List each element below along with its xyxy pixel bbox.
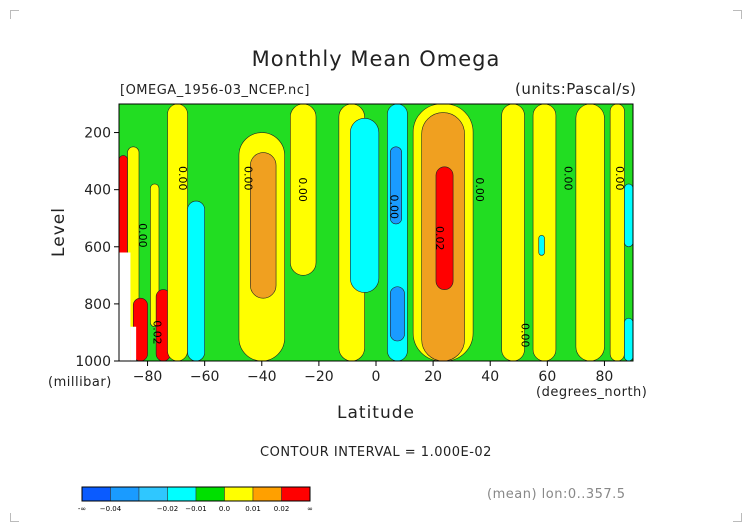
below-ground-mask-2 xyxy=(130,326,137,361)
x-tick-label-8: 80 xyxy=(596,369,614,385)
contour-label-7: 0.02 xyxy=(150,320,163,345)
crop-mark-top-left xyxy=(10,10,19,19)
colorbar-frame xyxy=(81,486,311,502)
colorbar-tick-label-2: −0.01 xyxy=(185,505,206,513)
chart-title: Monthly Mean Omega xyxy=(251,47,501,71)
colorbar-swatch-7 xyxy=(281,486,311,502)
x-tick-label-7: 60 xyxy=(538,369,556,385)
colorbar-swatch-6 xyxy=(252,486,282,502)
y-tick-label-4: 1000 xyxy=(75,354,111,370)
colorbar-swatch-0 xyxy=(81,486,111,502)
contour-band-17 xyxy=(435,166,454,290)
contour-band-8 xyxy=(250,152,277,299)
contour-band-23 xyxy=(624,183,634,248)
contour-band-24 xyxy=(624,317,634,362)
below-ground-mask xyxy=(119,252,131,361)
crop-mark-bottom-right xyxy=(733,513,742,522)
colorbar-max-label: ∞ xyxy=(307,505,313,513)
contour-label-4: 0.00 xyxy=(387,195,400,220)
colorbar-tick-label-3: 0.0 xyxy=(219,505,230,513)
colorbar-min-label: -∞ xyxy=(78,505,86,513)
contour-label-8: 0.00 xyxy=(519,323,532,348)
colorbar-swatch-5 xyxy=(224,486,254,502)
contour-label-0: 0.00 xyxy=(136,223,149,248)
contour-label-1: 0.00 xyxy=(176,166,189,191)
x-tick-label-1: −60 xyxy=(190,369,220,385)
contour-label-3: 0.00 xyxy=(296,177,309,202)
contour-band-13 xyxy=(389,146,402,225)
contour-band-14 xyxy=(389,286,405,342)
contour-band-11 xyxy=(349,117,380,293)
colorbar-swatch-3 xyxy=(167,486,197,502)
x-axis-unit-label: (degrees_north) xyxy=(536,385,648,400)
contour-band-3 xyxy=(150,183,160,328)
contour-label-2: 0.00 xyxy=(242,166,255,191)
crop-mark-top-right xyxy=(733,10,742,19)
contour-band-21 xyxy=(575,103,605,362)
x-tick-label-5: 20 xyxy=(424,369,442,385)
x-tick-label-3: −20 xyxy=(304,369,334,385)
colorbar-swatch-1 xyxy=(110,486,140,502)
contour-band-19 xyxy=(532,103,557,362)
file-label: [OMEGA_1956-03_NCEP.nc] xyxy=(120,83,310,98)
crop-mark-bottom-left xyxy=(10,513,19,522)
colorbar-tick-label-4: 0.01 xyxy=(245,505,261,513)
y-tick-label-3: 800 xyxy=(84,297,111,313)
x-tick-label-6: 40 xyxy=(481,369,499,385)
y-tick-label-1: 400 xyxy=(84,183,111,199)
units-label: (units:Pascal/s) xyxy=(515,80,637,98)
y-tick-label-0: 200 xyxy=(84,126,111,142)
x-axis-label: Latitude xyxy=(337,403,415,423)
x-tick-label-4: 0 xyxy=(372,369,381,385)
colorbar-swatch-4 xyxy=(195,486,225,502)
contour-label-10: 0.00 xyxy=(613,166,626,191)
x-tick-label-0: −80 xyxy=(133,369,163,385)
colorbar-tick-label-5: 0.02 xyxy=(274,505,290,513)
contour-label-9: 0.00 xyxy=(561,166,574,191)
x-tick-label-2: −40 xyxy=(247,369,277,385)
colorbar-tick-label-1: −0.02 xyxy=(157,505,178,513)
contour-band-6 xyxy=(187,200,205,362)
mean-label: (mean) lon:0..357.5 xyxy=(487,487,626,502)
y-tick-label-2: 600 xyxy=(84,240,111,256)
contour-band-5 xyxy=(167,103,188,362)
contour-label-6: 0.02 xyxy=(433,226,446,251)
y-axis-unit-label: (millibar) xyxy=(48,375,112,390)
contour-band-20 xyxy=(538,235,545,256)
contour-interval-label: CONTOUR INTERVAL = 1.000E-02 xyxy=(260,445,492,460)
contour-label-5: 0.00 xyxy=(473,177,486,202)
colorbar-swatch-2 xyxy=(138,486,168,502)
colorbar-tick-label-0: −0.04 xyxy=(100,505,122,513)
contour-band-22 xyxy=(609,103,625,362)
